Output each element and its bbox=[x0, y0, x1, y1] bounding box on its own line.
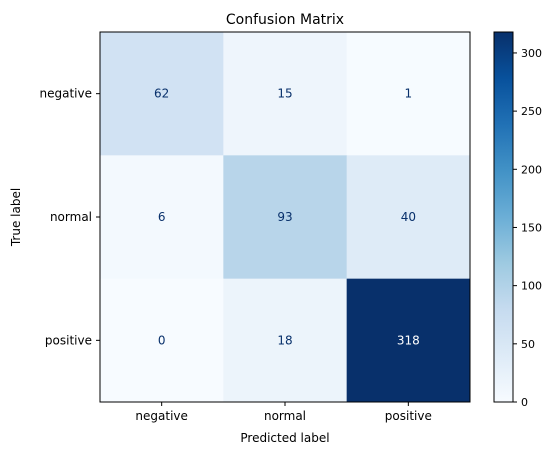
colorbar-tick-label: 250 bbox=[521, 105, 542, 118]
colorbar-tick-label: 150 bbox=[521, 221, 542, 234]
y-tick-label: normal bbox=[50, 210, 92, 224]
cell-value-label: 40 bbox=[401, 210, 416, 224]
x-tick-label: positive bbox=[385, 409, 432, 423]
heatmap-cell bbox=[346, 278, 471, 403]
heatmap-cell bbox=[100, 278, 224, 403]
x-axis-label: Predicted label bbox=[240, 431, 329, 445]
colorbar-tick-label: 300 bbox=[521, 47, 542, 60]
y-axis-ticks: negative normal positive bbox=[40, 87, 100, 347]
heatmap-cell bbox=[223, 278, 348, 403]
cell-value-label: 62 bbox=[154, 87, 169, 101]
colorbar-tick-label: 200 bbox=[521, 163, 542, 176]
y-axis-label: True label bbox=[9, 188, 23, 247]
heatmap-cell bbox=[223, 32, 348, 156]
heatmap-cell bbox=[100, 32, 224, 156]
chart-title: Confusion Matrix bbox=[226, 12, 344, 28]
colorbar-tick-label: 50 bbox=[521, 338, 535, 351]
colorbar-tick-label: 100 bbox=[521, 280, 542, 293]
x-tick-label: negative bbox=[135, 409, 187, 423]
cell-value-label: 18 bbox=[277, 333, 292, 347]
heatmap-cell-labels: 62 15 1 6 93 40 0 18 318 bbox=[154, 87, 420, 348]
cell-value-label: 15 bbox=[277, 87, 292, 101]
cell-value-label: 0 bbox=[158, 333, 166, 347]
colorbar-tick-label: 0 bbox=[521, 396, 528, 409]
x-tick-label: normal bbox=[264, 409, 306, 423]
colorbar bbox=[493, 31, 514, 403]
x-axis-ticks: negative normal positive bbox=[135, 402, 432, 423]
y-tick-label: positive bbox=[45, 333, 92, 347]
heatmap-cell bbox=[100, 155, 224, 280]
cell-value-label: 93 bbox=[277, 210, 292, 224]
heatmap-cell bbox=[223, 155, 348, 280]
cell-value-label: 318 bbox=[397, 333, 420, 347]
cell-value-label: 1 bbox=[405, 87, 413, 101]
cell-value-label: 6 bbox=[158, 210, 166, 224]
heatmap-cell bbox=[346, 155, 471, 280]
heatmap-cell bbox=[346, 32, 471, 156]
y-tick-label: negative bbox=[40, 87, 92, 101]
colorbar-ticks: 0 50 100 150 200 250 300 bbox=[513, 47, 542, 409]
heatmap-cells bbox=[100, 32, 471, 403]
